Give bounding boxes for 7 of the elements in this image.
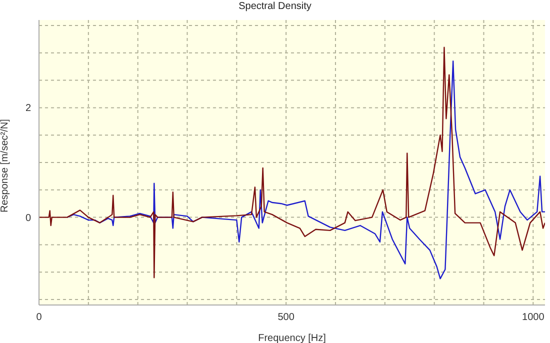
- x-tick-label: 500: [278, 312, 295, 324]
- x-tick-label: 0: [36, 312, 42, 324]
- y-axis-title: Response [m/sec²/N]: [0, 118, 11, 212]
- y-tick-label: 2: [25, 103, 32, 114]
- x-tick-label: 1000: [522, 312, 545, 324]
- x-axis-title: Frequency [Hz]: [258, 333, 326, 343]
- chart-title: Spectral Density: [238, 1, 312, 12]
